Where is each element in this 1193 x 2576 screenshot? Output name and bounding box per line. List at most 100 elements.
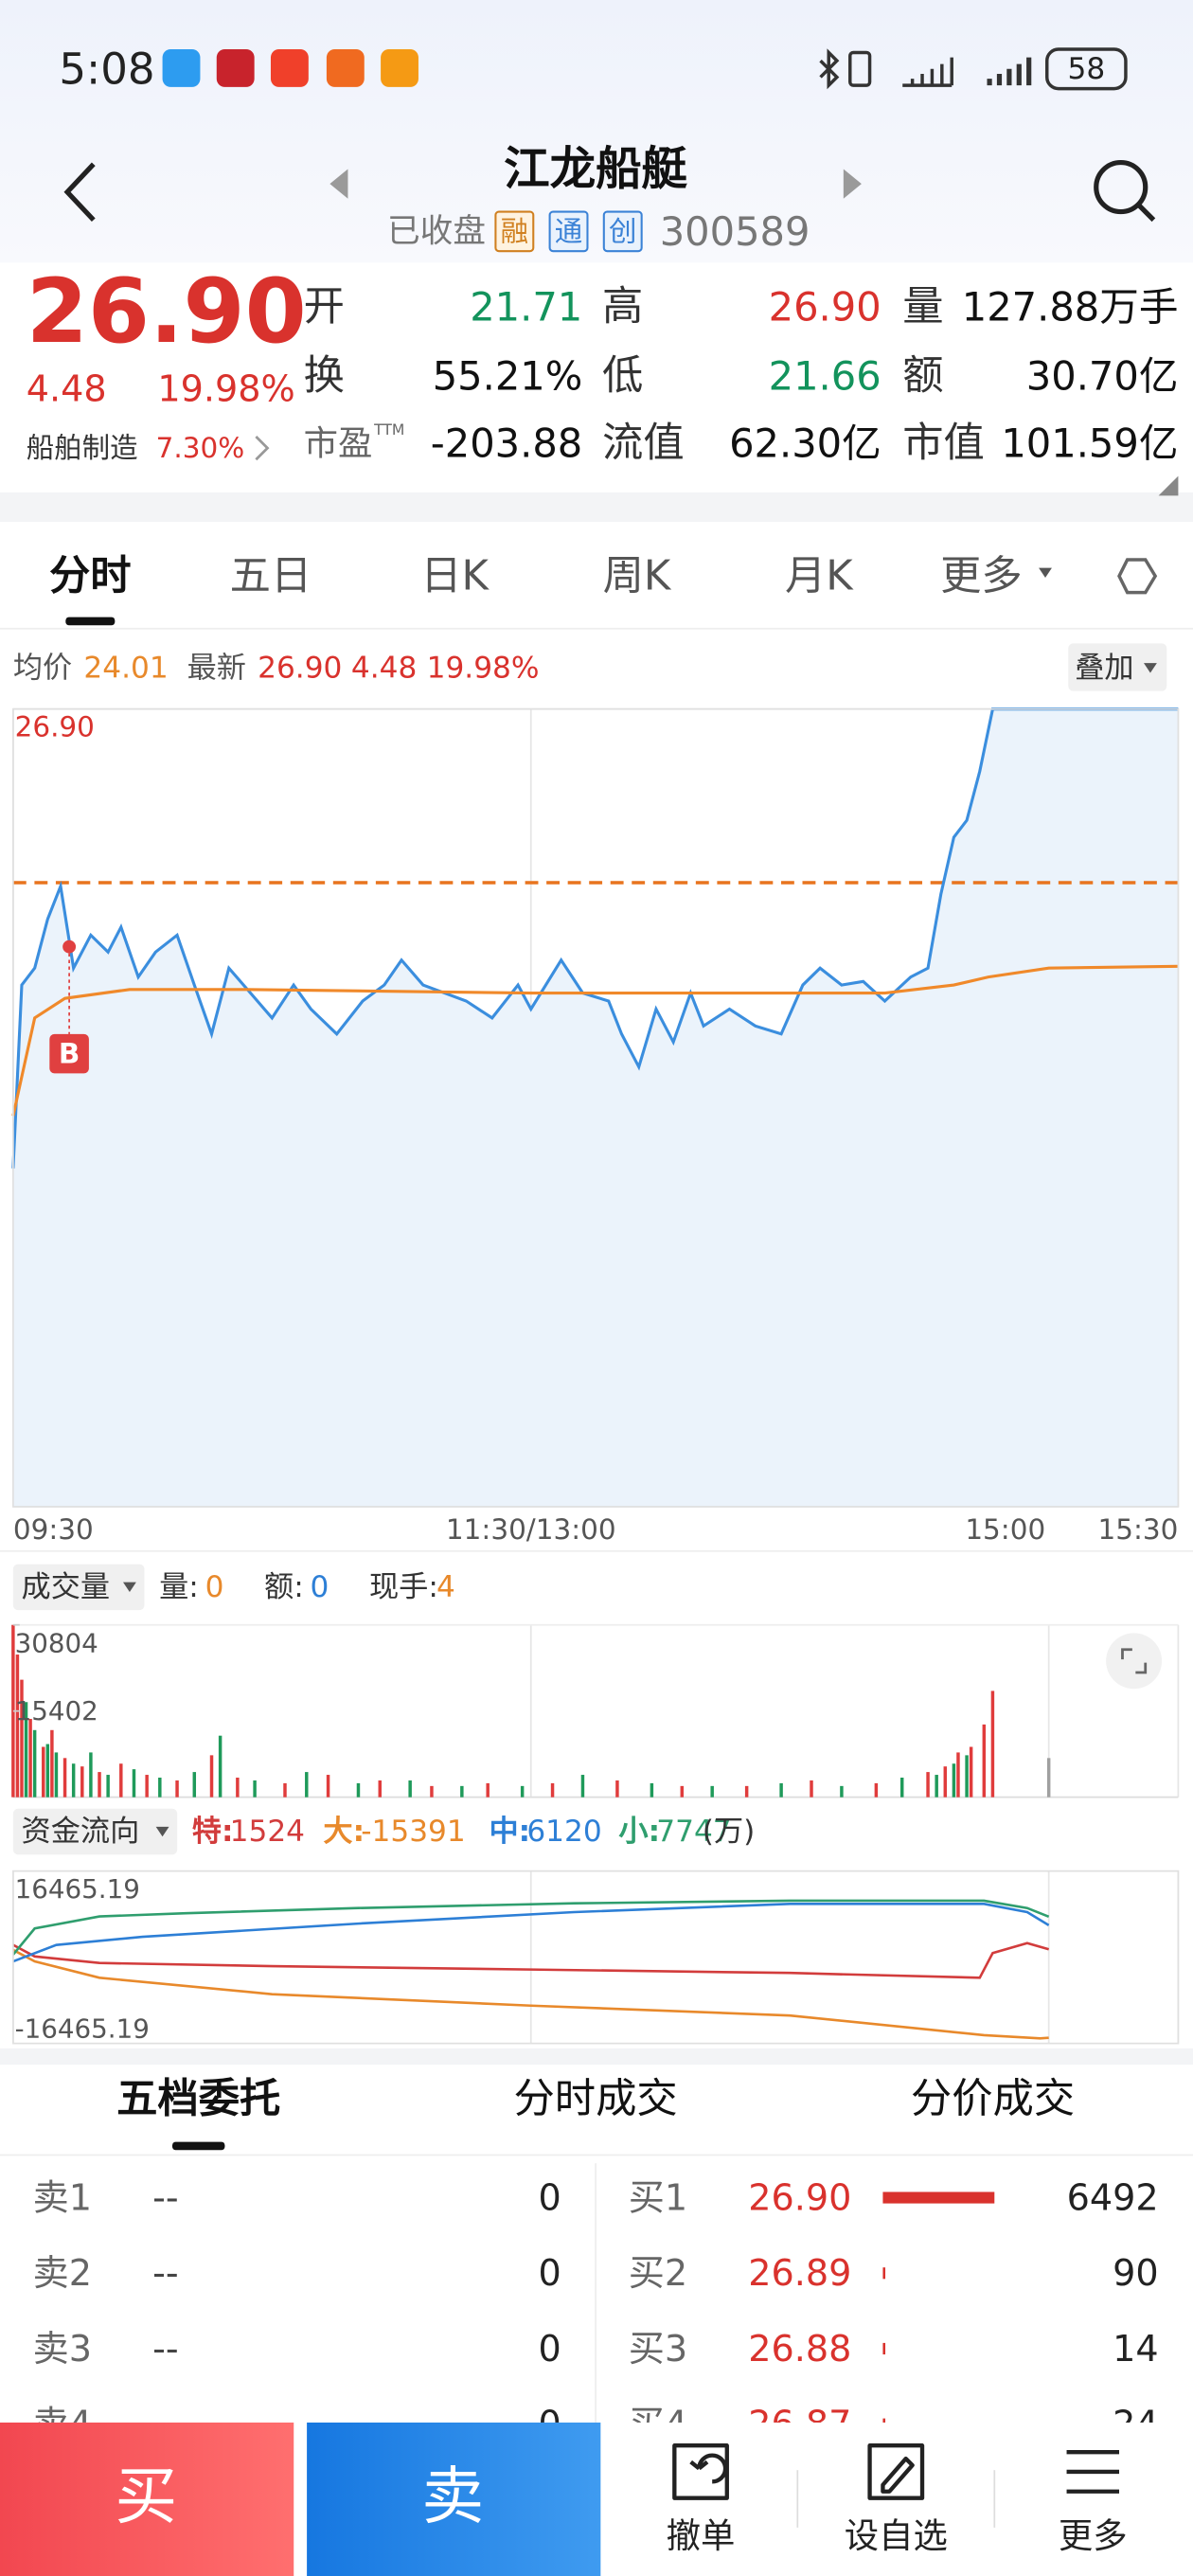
series-line — [11, 1899, 1050, 1956]
y-tick-label: 16465.19 — [15, 1873, 140, 1905]
tab[interactable]: 五日 — [230, 552, 312, 599]
field-label-sup: TTM — [373, 421, 404, 438]
volume-bar — [408, 1780, 412, 1798]
sell-button-label[interactable]: 卖 — [421, 2460, 484, 2532]
price-area — [12, 708, 1179, 1507]
expand-button[interactable] — [1106, 1633, 1163, 1690]
search-button[interactable] — [1094, 159, 1156, 223]
action-label[interactable]: 更多 — [1059, 2515, 1128, 2556]
action-icon — [672, 2443, 729, 2500]
tab[interactable]: 更多 — [940, 552, 1023, 599]
chart-frame — [11, 1869, 1180, 2045]
tab[interactable]: 周K — [603, 552, 672, 599]
field-value: 21.66 — [769, 352, 881, 399]
action-icon — [867, 2443, 925, 2500]
volume-bar — [209, 1755, 214, 1798]
badge-box — [494, 210, 535, 253]
section-gap — [0, 492, 1193, 523]
tab[interactable]: 分时 — [49, 552, 132, 599]
next-stock[interactable] — [843, 169, 862, 199]
stock-name: 江龙船艇 — [504, 143, 688, 196]
volume-bar — [580, 1775, 585, 1798]
settings-button[interactable] — [1117, 558, 1158, 595]
x-tick-label: 09:30 — [13, 1513, 94, 1546]
order-tab[interactable]: 分价成交 — [911, 2076, 1075, 2123]
flow-legend-value: 6120 — [526, 1815, 601, 1849]
order-level: 买2 — [629, 2252, 687, 2294]
order-volume: 0 — [538, 2177, 561, 2219]
flow-selector[interactable]: 资金流向 — [22, 1815, 140, 1849]
back-button[interactable] — [63, 162, 96, 223]
flow-legend-name: 特: — [192, 1815, 234, 1849]
volume-bar — [98, 1772, 101, 1798]
volume-bar — [899, 1777, 904, 1798]
volume-bar — [874, 1782, 879, 1798]
order-price: -- — [152, 2252, 179, 2294]
series-line — [12, 1941, 1050, 1979]
field-label: 量 — [902, 283, 943, 331]
badge: 通 — [555, 215, 582, 247]
stock-code: 300589 — [660, 208, 810, 255]
tab-indicator — [171, 2141, 225, 2151]
order-price: -- — [152, 2177, 179, 2219]
field-value: 30.70亿 — [1026, 352, 1179, 399]
series-line — [12, 1903, 1050, 1963]
overlay-button[interactable]: 叠加 — [1075, 651, 1133, 685]
order-volume: 0 — [538, 2252, 561, 2294]
volume-bar — [810, 1780, 813, 1798]
buy-button[interactable] — [0, 2422, 294, 2576]
volume-bar — [20, 1679, 24, 1798]
badge: 创 — [609, 215, 636, 247]
expand-corner — [1158, 475, 1179, 496]
last-price: 26.90 — [27, 260, 307, 364]
overlay-button-bg[interactable] — [1068, 643, 1167, 691]
field-label: 低 — [602, 352, 643, 400]
volume-stat-value: 0 — [311, 1570, 329, 1604]
last-value: 26.90 — [258, 651, 342, 685]
volume-bar — [45, 1744, 50, 1798]
flow-legend-value: -15391 — [361, 1815, 465, 1849]
buy-button-label[interactable]: 买 — [115, 2460, 177, 2532]
trade-marker-label: B — [59, 1038, 80, 1070]
prev-stock[interactable] — [329, 169, 348, 199]
order-volume-bar — [882, 2191, 995, 2204]
y-tick-label: 15402 — [15, 1695, 98, 1726]
dropdown-arrow — [155, 1826, 169, 1837]
field-label: 高 — [602, 283, 643, 331]
volume-selector-bg[interactable] — [12, 1564, 145, 1611]
tab-indicator — [65, 617, 116, 626]
action-label[interactable]: 撤单 — [667, 2515, 736, 2556]
action-label[interactable]: 设自选 — [845, 2515, 948, 2556]
volume-bar — [935, 1775, 938, 1798]
volume-bar — [326, 1775, 330, 1798]
volume-stat-value: 0 — [205, 1570, 224, 1604]
battery-level: 58 — [1068, 52, 1106, 86]
volume-bar — [305, 1772, 309, 1798]
volume-selector[interactable]: 成交量 — [22, 1570, 111, 1604]
tab[interactable]: 日K — [420, 552, 490, 599]
order-tab[interactable]: 五档委托 — [116, 2076, 280, 2123]
order-price: 26.89 — [748, 2252, 851, 2294]
flow-legend-name: 小: — [618, 1815, 660, 1849]
volume-bar — [744, 1785, 749, 1798]
volume-bar — [24, 1702, 28, 1798]
volume-bar — [926, 1772, 930, 1798]
volume-bar — [145, 1775, 149, 1798]
y-tick-label: 26.90 — [15, 711, 95, 743]
market-status: 已收盘 — [387, 212, 486, 250]
tab[interactable]: 月K — [785, 552, 854, 599]
field-value: 101.59亿 — [1001, 420, 1178, 466]
field-label: 流值 — [602, 420, 685, 467]
trade-marker-box — [49, 1033, 89, 1074]
series-line — [11, 964, 1179, 1117]
volume-bar — [42, 1746, 45, 1798]
avg-label: 均价 — [13, 651, 72, 685]
chevron — [255, 436, 270, 461]
order-tab[interactable]: 分时成交 — [513, 2076, 677, 2123]
field-value: 62.30亿 — [729, 420, 881, 466]
avg-value: 24.01 — [83, 651, 168, 685]
badge: 融 — [501, 215, 528, 247]
sell-button[interactable] — [307, 2422, 601, 2576]
flow-selector-bg[interactable] — [12, 1808, 178, 1855]
volume-bar — [460, 1785, 464, 1798]
